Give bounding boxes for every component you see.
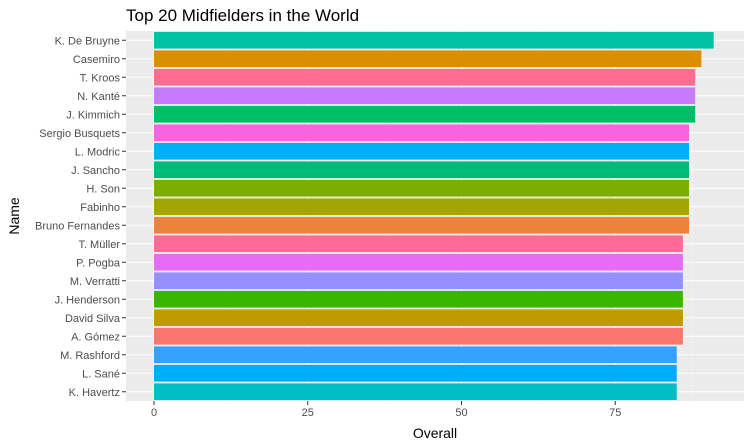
bar — [154, 216, 690, 234]
bar — [154, 235, 683, 253]
y-tick-label: J. Sancho — [71, 165, 120, 177]
x-tick-label: 75 — [609, 407, 621, 419]
bar — [154, 364, 677, 382]
y-tick-label: Sergio Busquets — [39, 128, 120, 140]
y-tick-label: J. Henderson — [55, 294, 120, 306]
y-tick-label: H. Son — [86, 183, 120, 195]
y-tick-label: N. Kanté — [77, 91, 120, 103]
y-tick-label: L. Modric — [75, 146, 121, 158]
y-tick-label: L. Sané — [82, 368, 120, 380]
bar — [154, 272, 683, 290]
x-axis-title: Overall — [413, 425, 457, 441]
bar — [154, 31, 714, 49]
bar — [154, 179, 690, 197]
y-tick-label: David Silva — [65, 313, 121, 325]
y-tick-label: Fabinho — [80, 202, 120, 214]
bar — [154, 383, 677, 401]
y-axis: K. De Bruyne Casemiro T. Kroos N. Kanté J. K… — [35, 35, 126, 399]
bar — [154, 346, 677, 364]
bar — [154, 87, 696, 105]
bar — [154, 124, 690, 142]
y-tick-label: P. Pogba — [76, 257, 121, 269]
bars-group — [154, 31, 714, 401]
y-tick-label: K. Havertz — [69, 387, 120, 399]
y-tick-label: T. Kroos — [80, 72, 121, 84]
bar — [154, 309, 683, 327]
y-tick-label: Casemiro — [73, 54, 120, 66]
plot-panel — [126, 31, 744, 401]
y-tick-label: A. Gómez — [71, 331, 120, 343]
y-tick-label: K. De Bruyne — [55, 35, 120, 47]
y-axis-title: Name — [6, 197, 22, 235]
bar — [154, 142, 690, 160]
x-tick-label: 25 — [302, 407, 314, 419]
x-tick-label: 0 — [151, 407, 157, 419]
bar — [154, 253, 683, 271]
y-tick-label: M. Verratti — [70, 276, 120, 288]
bar — [154, 327, 683, 345]
y-tick-label: J. Kimmich — [66, 109, 120, 121]
bar — [154, 290, 683, 308]
y-tick-label: Bruno Fernandes — [35, 220, 120, 232]
y-tick-label: T. Müller — [78, 239, 120, 251]
bar — [154, 161, 690, 179]
bar — [154, 68, 696, 86]
bar — [154, 105, 696, 123]
x-axis: 0 25 50 75 — [151, 401, 621, 419]
x-tick-label: 50 — [455, 407, 467, 419]
y-tick-label: M. Rashford — [60, 350, 120, 362]
bar — [154, 50, 702, 68]
bar — [154, 198, 690, 216]
chart-title: Top 20 Midfielders in the World — [126, 6, 359, 25]
